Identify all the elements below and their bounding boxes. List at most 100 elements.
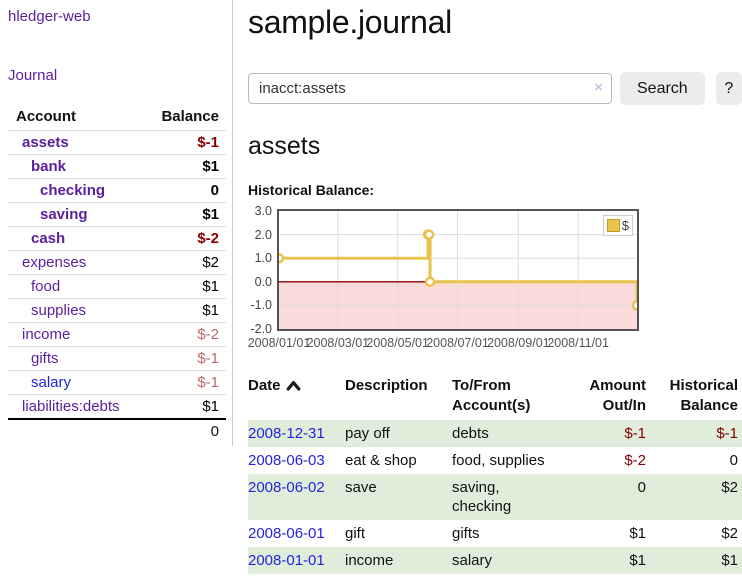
account-row-checking[interactable]: checking 0 bbox=[8, 178, 226, 202]
account-balance: $1 bbox=[202, 158, 219, 175]
transaction-description: income bbox=[345, 547, 452, 574]
account-link[interactable]: liabilities:debts bbox=[22, 398, 120, 415]
x-tick-label: 2008/05/01 bbox=[366, 336, 429, 350]
chart-x-axis-labels: 2008/01/01 2008/03/01 2008/05/01 2008/07/01… bbox=[248, 336, 639, 352]
transaction-balance: $1 bbox=[721, 552, 738, 569]
transaction-amount: $1 bbox=[629, 552, 646, 569]
account-row-liabilities-debts[interactable]: liabilities:debts $1 bbox=[8, 394, 226, 418]
account-link[interactable]: supplies bbox=[31, 302, 87, 319]
account-balance: 0 bbox=[210, 182, 219, 199]
transaction-row[interactable]: 2008-12-31 pay off debts $-1 $-1 bbox=[248, 420, 742, 447]
x-tick-label: 2008/07/01 bbox=[426, 336, 489, 350]
account-row-food[interactable]: food $1 bbox=[8, 274, 226, 298]
transaction-balance: $-1 bbox=[716, 425, 738, 442]
register-table: Date Description To/From Account(s) Amou… bbox=[248, 374, 742, 574]
account-row-salary[interactable]: salary $-1 bbox=[8, 370, 226, 394]
transaction-amount: 0 bbox=[637, 479, 646, 496]
sort-ascending-icon[interactable] bbox=[286, 378, 301, 395]
account-balance: $-1 bbox=[197, 374, 219, 391]
x-tick-label: 2008/11/01 bbox=[547, 336, 609, 350]
account-link[interactable]: cash bbox=[31, 230, 66, 247]
page-title: sample.journal bbox=[248, 4, 452, 40]
account-link[interactable]: bank bbox=[31, 158, 67, 175]
x-tick-label: 2008/01/01 bbox=[247, 336, 311, 350]
historical-balance-chart: 3.0 2.0 1.0 0.0 -1.0 -2.0 $ 2008/01/01 2008/03… bbox=[248, 205, 742, 357]
transaction-balance: $2 bbox=[721, 525, 738, 542]
y-tick-label: -1.0 bbox=[250, 298, 272, 313]
account-balance: $1 bbox=[202, 278, 219, 295]
transaction-balance: 0 bbox=[729, 452, 738, 469]
chart-y-axis-labels: 3.0 2.0 1.0 0.0 -1.0 -2.0 bbox=[248, 205, 273, 336]
accounts-header-balance: Balance bbox=[161, 108, 219, 125]
account-row-saving[interactable]: saving $1 bbox=[8, 202, 226, 226]
transaction-description: pay off bbox=[345, 420, 452, 447]
transaction-row[interactable]: 2008-06-02 save saving, checking 0 $2 bbox=[248, 474, 742, 520]
transaction-date-link[interactable]: 2008-01-01 bbox=[248, 552, 325, 569]
accounts-total-value: 0 bbox=[210, 423, 219, 440]
x-tick-label: 2008/09/01 bbox=[487, 336, 550, 350]
account-row-bank[interactable]: bank $1 bbox=[8, 154, 226, 178]
transaction-amount: $1 bbox=[629, 525, 646, 542]
sidebar-item-journal[interactable]: Journal bbox=[8, 67, 58, 84]
search-button[interactable]: Search bbox=[620, 72, 705, 105]
column-header-balance: Historical Balance bbox=[669, 377, 738, 414]
transaction-balance: $2 bbox=[721, 479, 738, 496]
y-tick-label: 2.0 bbox=[254, 227, 272, 242]
transaction-amount: $-2 bbox=[624, 452, 646, 469]
account-balance: $-1 bbox=[197, 350, 219, 367]
account-row-income[interactable]: income $-2 bbox=[8, 322, 226, 346]
account-link[interactable]: saving bbox=[40, 206, 88, 223]
register-account-heading: assets bbox=[248, 132, 321, 160]
account-row-expenses[interactable]: expenses $2 bbox=[8, 250, 226, 274]
transaction-account: food, supplies bbox=[452, 452, 545, 469]
account-link[interactable]: expenses bbox=[22, 254, 87, 271]
accounts-table-header: Account Balance bbox=[8, 104, 226, 130]
transaction-row[interactable]: 2008-06-01 gift gifts $1 $2 bbox=[248, 520, 742, 547]
account-link[interactable]: food bbox=[31, 278, 61, 295]
register-table-header-row: Date Description To/From Account(s) Amou… bbox=[248, 374, 742, 420]
chart-plot-area: $ bbox=[277, 209, 639, 331]
account-row-gifts[interactable]: gifts $-1 bbox=[8, 346, 226, 370]
chart-title: Historical Balance: bbox=[248, 182, 375, 198]
transaction-account: debts bbox=[452, 420, 572, 447]
main-content: sample.journal × Search ? assets Histori… bbox=[248, 0, 742, 574]
account-link[interactable]: income bbox=[22, 326, 71, 343]
legend-series-label: $ bbox=[621, 218, 629, 233]
account-link[interactable]: gifts bbox=[31, 350, 59, 367]
y-tick-label: 1.0 bbox=[254, 251, 272, 266]
column-header-description: Description bbox=[345, 377, 428, 394]
transaction-date-link[interactable]: 2008-06-03 bbox=[248, 452, 325, 469]
search-input[interactable] bbox=[248, 73, 612, 104]
column-header-account: To/From Account(s) bbox=[452, 377, 531, 414]
app-title-link[interactable]: hledger-web bbox=[8, 8, 91, 25]
transaction-description: gift bbox=[345, 525, 366, 542]
account-link[interactable]: assets bbox=[22, 134, 69, 151]
accounts-total-row: 0 bbox=[8, 418, 226, 443]
transaction-account: saving, checking bbox=[452, 474, 572, 520]
y-tick-label: 0.0 bbox=[254, 274, 272, 289]
accounts-header-account: Account bbox=[16, 108, 76, 125]
x-tick-label: 2008/03/01 bbox=[306, 336, 370, 350]
column-header-date[interactable]: Date bbox=[248, 374, 345, 420]
transaction-row[interactable]: 2008-01-01 income salary $1 $1 bbox=[248, 547, 742, 574]
chart-legend: $ bbox=[602, 215, 633, 236]
transaction-row[interactable]: 2008-06-03 eat & shop food, supplies $-2… bbox=[248, 447, 742, 474]
account-link[interactable]: salary bbox=[31, 374, 72, 391]
account-balance: $1 bbox=[202, 302, 219, 319]
sidebar: hledger-web Journal Account Balance asse… bbox=[0, 0, 233, 446]
y-tick-label: -2.0 bbox=[250, 322, 272, 336]
account-balance: $2 bbox=[202, 254, 219, 271]
account-row-supplies[interactable]: supplies $1 bbox=[8, 298, 226, 322]
account-link[interactable]: checking bbox=[40, 182, 106, 199]
transaction-date-link[interactable]: 2008-06-02 bbox=[248, 479, 325, 496]
account-row-assets[interactable]: assets $-1 bbox=[8, 130, 226, 154]
account-balance: $-2 bbox=[197, 230, 219, 247]
help-button[interactable]: ? bbox=[715, 72, 742, 105]
account-row-cash[interactable]: cash $-2 bbox=[8, 226, 226, 250]
transaction-description: eat & shop bbox=[345, 452, 417, 469]
transaction-date-link[interactable]: 2008-12-31 bbox=[248, 425, 325, 442]
transaction-date-link[interactable]: 2008-06-01 bbox=[248, 525, 325, 542]
legend-swatch-icon bbox=[606, 219, 620, 232]
clear-search-icon[interactable]: × bbox=[594, 79, 603, 96]
accounts-table: Account Balance assets $-1 bank $1 check… bbox=[8, 104, 226, 443]
